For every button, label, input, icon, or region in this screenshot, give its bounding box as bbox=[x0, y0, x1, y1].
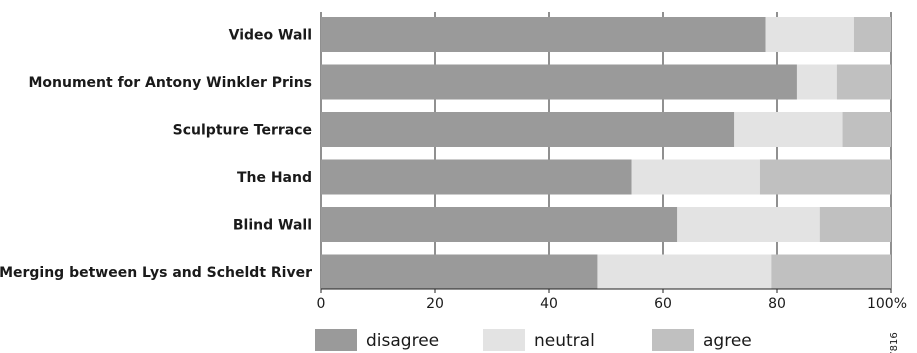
bar-the-hand-agree bbox=[759, 159, 891, 195]
x-tick-label: 100% bbox=[867, 296, 907, 312]
bar-sculpture-terrace-agree bbox=[842, 112, 891, 147]
legend: disagree neutral agree bbox=[315, 329, 752, 351]
bar-sculpture-terrace-disagree bbox=[321, 112, 735, 147]
legend-swatch-neutral bbox=[483, 329, 525, 351]
bar-blind-wall-agree bbox=[819, 207, 891, 242]
figure-id: 7816 bbox=[889, 332, 900, 353]
x-tick-label: 80 bbox=[768, 296, 786, 312]
bar-the-hand-neutral bbox=[631, 159, 760, 195]
x-tick-label: 40 bbox=[540, 296, 558, 312]
bar-video-wall-neutral bbox=[765, 17, 854, 52]
bar-merging-between-lys-and-scheldt-river-neutral bbox=[597, 254, 772, 290]
bar-video-wall-disagree bbox=[321, 17, 766, 52]
legend-swatch-disagree bbox=[315, 329, 357, 351]
bar-monument-for-antony-winkler-prins-agree bbox=[836, 64, 891, 100]
bar-monument-for-antony-winkler-prins-disagree bbox=[321, 64, 797, 100]
category-label-merging-between-lys-and-scheldt-river: Merging between Lys and Scheldt River bbox=[0, 265, 312, 281]
legend-label-agree: agree bbox=[703, 331, 752, 351]
bar-video-wall-agree bbox=[853, 17, 891, 52]
category-labels: Video Wall Monument for Antony Winkler Pr… bbox=[0, 28, 312, 282]
legend-swatch-agree bbox=[652, 329, 694, 351]
x-tick-label: 0 bbox=[317, 296, 326, 312]
bar-sculpture-terrace-neutral bbox=[734, 112, 843, 147]
bars bbox=[321, 17, 891, 290]
bar-the-hand-disagree bbox=[321, 159, 632, 195]
legend-label-neutral: neutral bbox=[534, 331, 595, 351]
category-label-sculpture-terrace: Sculpture Terrace bbox=[173, 123, 312, 139]
x-tick-label: 60 bbox=[654, 296, 672, 312]
bar-merging-between-lys-and-scheldt-river-disagree bbox=[321, 254, 598, 290]
x-axis: 0 20 40 60 80 100% bbox=[317, 288, 907, 312]
bar-blind-wall-neutral bbox=[677, 207, 820, 242]
category-label-the-hand: The Hand bbox=[237, 170, 312, 186]
category-label-blind-wall: Blind Wall bbox=[233, 218, 312, 234]
x-tick-label: 20 bbox=[426, 296, 444, 312]
gridlines bbox=[320, 12, 892, 289]
bar-blind-wall-disagree bbox=[321, 207, 678, 242]
category-label-video-wall: Video Wall bbox=[229, 28, 312, 44]
bar-merging-between-lys-and-scheldt-river-agree bbox=[771, 254, 891, 290]
category-label-monument-for-antony-winkler-prins: Monument for Antony Winkler Prins bbox=[28, 75, 312, 91]
bar-monument-for-antony-winkler-prins-neutral bbox=[796, 64, 837, 100]
legend-label-disagree: disagree bbox=[366, 331, 439, 351]
